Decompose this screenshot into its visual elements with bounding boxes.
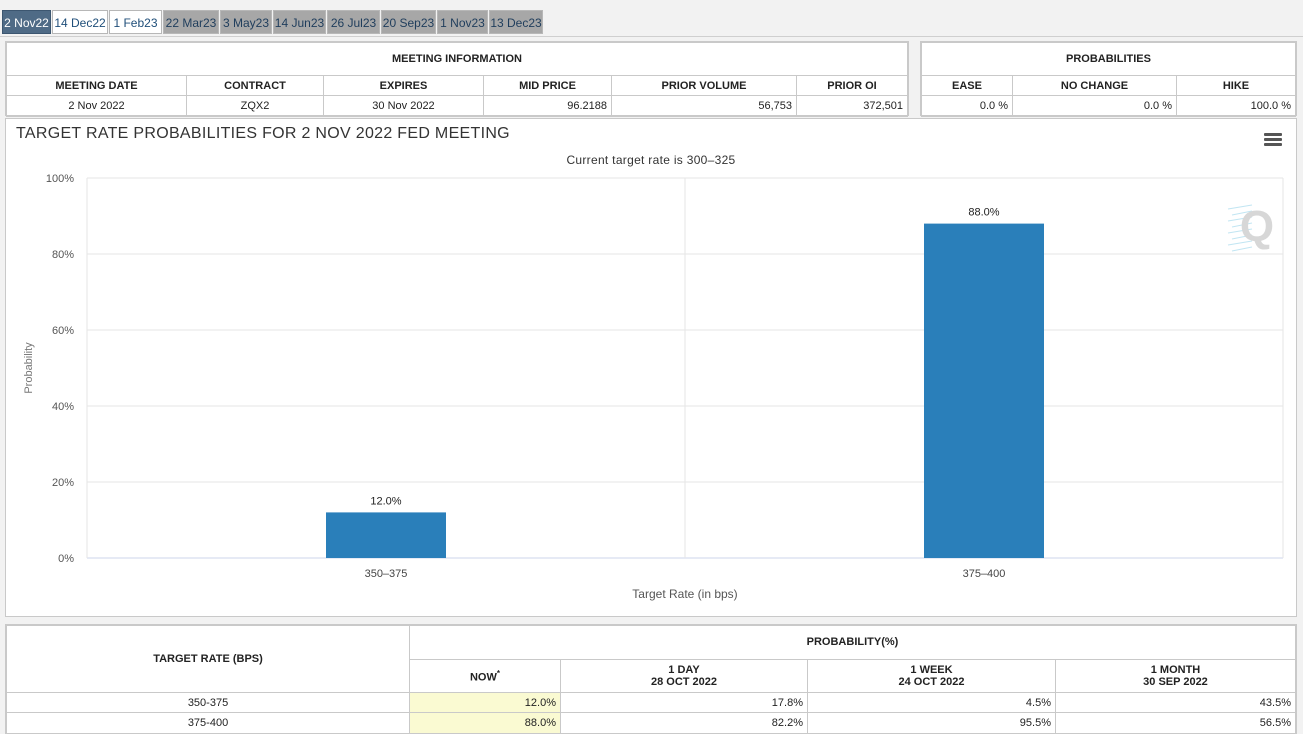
probability-header: PROBABILITY(%) — [409, 625, 1296, 660]
x-tick-label: 375–400 — [963, 568, 1006, 580]
tab-4[interactable]: 22 Mar23 — [163, 10, 219, 34]
meeting-information-title: MEETING INFORMATION — [6, 42, 908, 76]
col-header-line1: 1 DAY — [668, 663, 700, 676]
tab-7[interactable]: 26 Jul23 — [327, 10, 380, 34]
col-header-line1: 1 MONTH — [1150, 663, 1201, 676]
tab-2[interactable]: 14 Dec22 — [52, 10, 108, 34]
meeting-info-value: 56,753 — [611, 95, 797, 117]
meeting-info-col-header: PRIOR VOLUME — [611, 75, 797, 96]
col-header-line1: 1 WEEK — [910, 663, 953, 676]
tab-3[interactable]: 1 Feb23 — [109, 10, 162, 34]
y-tick-label: 80% — [52, 249, 74, 261]
y-axis-title: Probability — [23, 342, 35, 394]
probabilities-col-header: HIKE — [1176, 75, 1296, 96]
tab-6[interactable]: 14 Jun23 — [273, 10, 326, 34]
probability-cell: 12.0% — [409, 691, 561, 714]
data-label: 12.0% — [370, 495, 401, 507]
probability-cell: 82.2% — [560, 712, 808, 734]
q-logo-stroke — [1227, 204, 1253, 210]
target-rate-header: TARGET RATE (BPS) — [6, 625, 410, 693]
probabilities-value: 0.0 % — [1012, 95, 1177, 117]
chart-panel: TARGET RATE PROBABILITIES FOR 2 NOV 2022… — [5, 118, 1297, 617]
meeting-info-value: 2 Nov 2022 — [6, 95, 187, 117]
table-row: 375-400 88.0% 82.2% 95.5% 56.5% — [6, 712, 1296, 734]
x-axis-title: Target Rate (in bps) — [632, 587, 737, 601]
probability-cell: 88.0% — [409, 712, 561, 734]
col-header-footnote-mark: * — [496, 668, 500, 678]
target-rate-cell: 350-375 — [6, 691, 410, 714]
probabilities-value: 0.0 % — [921, 95, 1013, 117]
q-logo-stroke — [1227, 228, 1253, 234]
q-logo-stroke — [1231, 246, 1253, 252]
meeting-info-col-header: EXPIRES — [323, 75, 484, 96]
bar — [924, 223, 1044, 558]
probability-cell: 4.5% — [807, 691, 1056, 714]
tab-5[interactable]: 3 May23 — [220, 10, 272, 34]
meeting-info-value: 372,501 — [796, 95, 908, 117]
table-row: 350-375 12.0% 17.8% 4.5% 43.5% — [6, 691, 1296, 714]
tab-9[interactable]: 1 Nov23 — [437, 10, 488, 34]
chart-svg: 0% 20% 40% 60% 80% 100% 12.0% 350–375 88.0% 375–4… — [23, 173, 1284, 601]
y-tick-label: 20% — [52, 477, 74, 489]
meeting-info-value: 30 Nov 2022 — [323, 95, 484, 117]
chart-subtitle: Current target rate is 300–325 — [566, 153, 736, 167]
col-header-date: 24 OCT 2022 — [898, 675, 965, 688]
data-label: 88.0% — [968, 207, 999, 219]
q-logo-stroke — [1231, 222, 1253, 228]
probability-col-header: 1 MONTH 30 SEP 2022 — [1055, 658, 1296, 693]
meeting-info-col-header: PRIOR OI — [796, 75, 908, 96]
y-tick-label: 40% — [52, 401, 74, 413]
probabilities-panel: PROBABILITIES EASE NO CHANGE HIKE 0.0 % 0.0… — [920, 41, 1297, 117]
bar — [326, 512, 446, 558]
chart-title: TARGET RATE PROBABILITIES FOR 2 NOV 2022… — [16, 125, 510, 142]
q-logo-stroke — [1227, 216, 1253, 222]
probability-cell: 17.8% — [560, 691, 808, 714]
probability-cell: 95.5% — [807, 712, 1056, 734]
q-logo-icon: Q — [1227, 202, 1274, 252]
q-logo-letter: Q — [1240, 202, 1274, 251]
meeting-info-col-header: MID PRICE — [483, 75, 612, 96]
probabilities-value: 100.0 % — [1176, 95, 1296, 117]
meeting-tabs: 2 Nov22 14 Dec22 1 Feb23 22 Mar23 3 May23 14 … — [0, 0, 1303, 37]
meeting-information-panel: MEETING INFORMATION MEETING DATE CONTRACT… — [5, 41, 909, 117]
probability-cell: 43.5% — [1055, 691, 1296, 714]
col-header-date: 30 SEP 2022 — [1143, 675, 1208, 688]
meeting-info-value: ZQX2 — [186, 95, 324, 117]
x-tick-label: 350–375 — [365, 568, 408, 580]
probabilities-title: PROBABILITIES — [921, 42, 1296, 76]
meeting-info-value: 96.2188 — [483, 95, 612, 117]
probability-table-panel: TARGET RATE (BPS) PROBABILITY(%) NOW* 1 D… — [5, 624, 1297, 734]
probability-cell: 56.5% — [1055, 712, 1296, 734]
probabilities-col-header: EASE — [921, 75, 1013, 96]
col-header-line1: NOW — [469, 671, 497, 684]
probabilities-col-header: NO CHANGE — [1012, 75, 1177, 96]
q-logo-stroke — [1227, 240, 1253, 246]
probability-col-header: NOW* — [409, 658, 561, 693]
q-logo-stroke — [1231, 210, 1253, 216]
probability-col-header: 1 DAY 28 OCT 2022 — [560, 658, 808, 693]
y-tick-label: 0% — [58, 553, 74, 565]
chart-menu-icon[interactable] — [1264, 133, 1282, 147]
y-tick-label: 100% — [46, 173, 74, 185]
tab-8[interactable]: 20 Sep23 — [381, 10, 436, 34]
meeting-info-col-header: CONTRACT — [186, 75, 324, 96]
y-tick-label: 60% — [52, 325, 74, 337]
target-rate-cell: 375-400 — [6, 712, 410, 734]
col-header-date: 28 OCT 2022 — [650, 675, 718, 688]
probability-col-header: 1 WEEK 24 OCT 2022 — [807, 658, 1056, 693]
meeting-info-col-header: MEETING DATE — [6, 75, 187, 96]
tab-1[interactable]: 2 Nov22 — [2, 10, 51, 34]
tab-10[interactable]: 13 Dec23 — [489, 10, 543, 34]
q-logo-stroke — [1231, 234, 1253, 240]
